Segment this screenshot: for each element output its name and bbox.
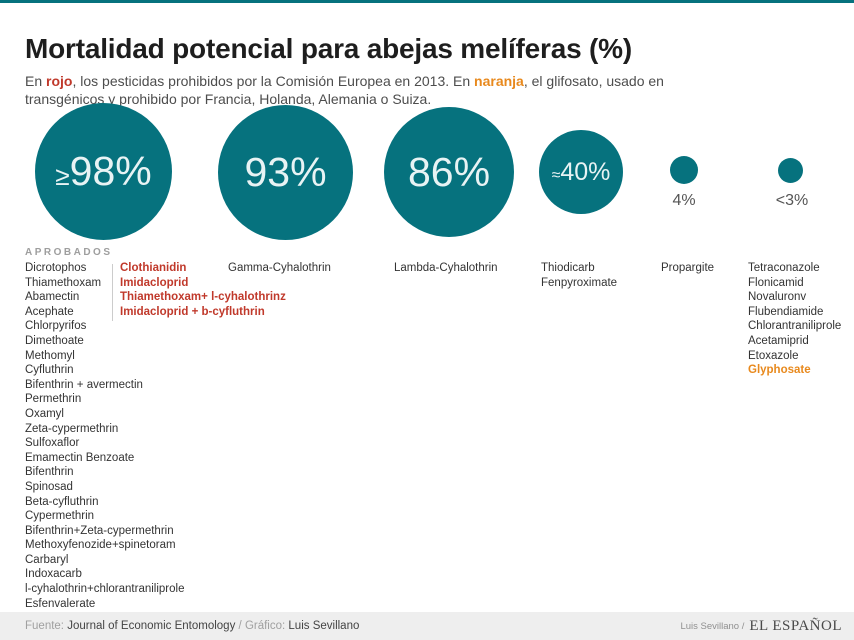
column-divider <box>112 264 113 321</box>
bubble-3 <box>778 158 803 183</box>
pesticide-list-3: Tetraconazole Flonicamid Novaluronv Flubend… <box>748 261 841 378</box>
pesticide-item: Bifenthrin + avermectin <box>25 378 143 391</box>
pesticide-item: Cyfluthrin <box>25 364 74 377</box>
pesticide-item: Novaluronv <box>748 291 807 304</box>
pesticide-item: Bifenthrin+Zeta-cypermethrin <box>25 524 174 537</box>
subtitle-segment: , el glifosato, usado en transgénicos y … <box>25 73 664 107</box>
pesticide-item: Methoxyfenozide+spinetoram <box>25 539 176 552</box>
bubble-3-label: <3% <box>775 192 809 209</box>
pesticide-item: Sulfoxaflor <box>25 437 80 450</box>
chart-subtitle: En rojo, los pesticidas prohibidos por l… <box>25 73 665 108</box>
pesticide-item: Clothianidin <box>120 262 187 274</box>
pesticide-list-40: Thiodicarb Fenpyroximate <box>541 261 617 290</box>
approved-status-header: APROBADOS <box>25 247 113 258</box>
bubble-4 <box>670 156 698 184</box>
pesticide-item: Gamma-Cyhalothrin <box>228 262 331 274</box>
pesticide-item: Abamectin <box>25 291 80 304</box>
pesticide-item: Oxamyl <box>25 407 64 420</box>
pesticide-item: Propargite <box>661 262 715 274</box>
pesticide-item: Zeta-cypermethrin <box>25 422 119 435</box>
bubble-98-label: ≥98% <box>55 148 152 194</box>
pesticide-item: Glyphosate <box>748 364 811 377</box>
bubble-93: 93% <box>218 105 353 240</box>
pesticide-item: Emamectin Benzoate <box>25 451 135 464</box>
pesticide-item: Carbaryl <box>25 553 69 566</box>
pesticide-item: Flonicamid <box>748 276 804 289</box>
pesticide-item: Dimethoate <box>25 334 84 347</box>
source-name: Journal of Economic Entomology <box>67 620 236 632</box>
separator: / <box>238 620 242 632</box>
pesticide-item: Cypermethrin <box>25 510 95 523</box>
pesticide-item: Thiodicarb <box>541 262 595 274</box>
subtitle-segment: , los pesticidas prohibidos por la Comis… <box>72 73 475 89</box>
pesticide-list-93: Gamma-Cyhalothrin <box>228 261 331 276</box>
footer-bar: Fuente: Journal of Economic Entomology /… <box>0 612 854 640</box>
pesticide-item: Acetamiprid <box>748 334 809 347</box>
bubble-86: 86% <box>384 107 514 237</box>
bubble-4-label: 4% <box>672 192 696 209</box>
pesticide-item: Thiamethoxam+ l-cyhalothrinz <box>120 291 286 304</box>
pesticide-item: Etoxazole <box>748 349 799 362</box>
pesticide-item: Indoxacarb <box>25 568 82 581</box>
pesticide-list-approved-98: Dicrotophos Thiamethoxam Abamectin Acephate… <box>25 261 184 611</box>
source-label: Fuente: <box>25 620 64 632</box>
pesticide-item: Flubendiamide <box>748 305 824 318</box>
pesticide-item: Methomyl <box>25 349 75 362</box>
pesticide-item: Imidacloprid <box>120 276 189 289</box>
pesticide-list-banned-98: Clothianidin Imidacloprid Thiamethoxam+ l-… <box>120 261 286 319</box>
page-title: Mortalidad potencial para abejas melífer… <box>25 32 632 64</box>
subtitle-segment: En <box>25 73 47 89</box>
bubble-93-label: 93% <box>244 149 327 195</box>
bubble-40-label: ≈40% <box>551 157 611 186</box>
credit-label: Gráfico: <box>244 620 286 632</box>
pesticide-item: Chlorpyrifos <box>25 320 87 333</box>
pesticide-item: Acephate <box>25 305 74 318</box>
pesticide-item: l-cyhalothrin+chlorantraniliprole <box>25 583 185 596</box>
pesticide-list-4: Propargite <box>661 261 714 276</box>
pesticide-item: Thiamethoxam <box>25 276 102 289</box>
author-credit: Luis Sevillano / <box>680 620 745 632</box>
pesticide-item: Permethrin <box>25 393 82 406</box>
pesticide-list-86: Lambda-Cyhalothrin <box>394 261 498 276</box>
pesticide-item: Dicrotophos <box>25 262 87 274</box>
el-espanol-logo: EL ESPAÑOL <box>749 617 842 634</box>
pesticide-item: Tetraconazole <box>748 262 820 274</box>
bubble-98: ≥98% <box>35 103 172 240</box>
pesticide-item: Fenpyroximate <box>541 276 618 289</box>
pesticide-item: Spinosad <box>25 480 73 493</box>
accent-top-bar <box>0 0 854 3</box>
pesticide-item: Bifenthrin <box>25 466 74 479</box>
subtitle-orange-keyword: naranja <box>474 73 524 89</box>
subtitle-red-keyword: rojo <box>46 73 73 89</box>
brand-credit: Luis Sevillano / EL ESPAÑOL <box>680 612 842 640</box>
pesticide-item: Beta-cyfluthrin <box>25 495 99 508</box>
pesticide-item: Lambda-Cyhalothrin <box>394 262 498 274</box>
pesticide-item: Chlorantraniliprole <box>748 320 842 333</box>
credit-name: Luis Sevillano <box>288 620 360 632</box>
bubble-40: ≈40% <box>539 130 623 214</box>
bubble-86-label: 86% <box>407 148 491 195</box>
source-credit: Fuente: Journal of Economic Entomology /… <box>25 612 359 640</box>
pesticide-item: Esfenvalerate <box>25 597 96 610</box>
pesticide-item: Imidacloprid + b-cyfluthrin <box>120 305 265 318</box>
